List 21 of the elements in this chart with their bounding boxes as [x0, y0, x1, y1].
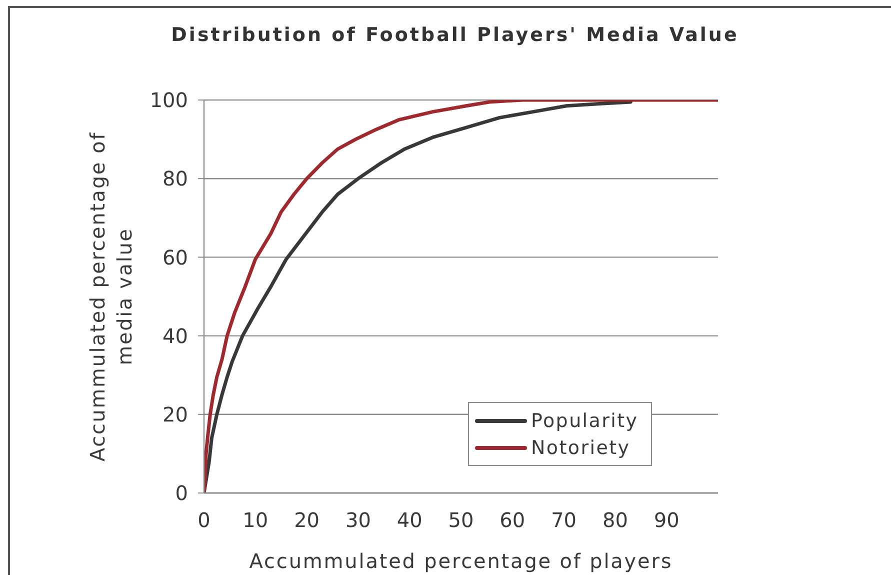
x-tick-label: 50: [448, 508, 474, 532]
y-tick-label: 100: [150, 88, 188, 112]
y-tick-label: 20: [162, 402, 188, 426]
x-tick-label: 20: [294, 508, 320, 532]
x-tick-label: 70: [551, 508, 577, 532]
x-tick-label: 80: [602, 508, 628, 532]
legend-label: Notoriety: [531, 436, 630, 458]
chart-title: Distribution of Football Players' Media Value: [170, 24, 740, 46]
y-tick-label: 60: [162, 245, 188, 270]
x-axis-title: Accummulated percentage of players: [249, 549, 673, 573]
x-tick-label: 60: [500, 508, 526, 532]
legend-label: Popularity: [531, 410, 638, 432]
x-tick-label: 90: [654, 508, 680, 532]
y-tick-label: 80: [162, 166, 188, 191]
x-tick-label: 30: [345, 508, 371, 532]
y-axis-title: Accummulated percentage of media value: [86, 132, 136, 462]
x-tick-label: 0: [198, 508, 210, 532]
y-tick-label: 40: [162, 324, 188, 348]
x-tick-label: 40: [396, 508, 422, 532]
x-tick-label: 10: [242, 508, 268, 532]
y-tick-label: 0: [175, 481, 188, 506]
